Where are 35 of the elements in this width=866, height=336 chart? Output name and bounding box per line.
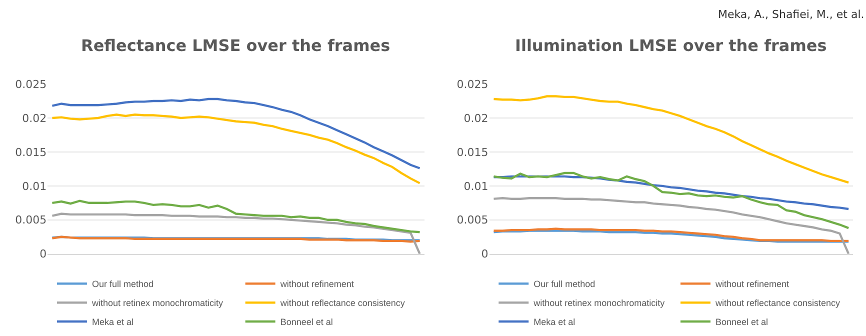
legend-label: without retinex monochromaticity [532,298,666,308]
legend-label: without refinement [279,279,354,290]
y-tick-label: 0.005 [15,214,47,227]
line-series [51,212,421,254]
legend-label: Bonneel et al [715,317,768,328]
y-tick-label: 0.01 [464,180,488,193]
y-tick-label: 0.025 [456,78,488,91]
y-tick-label: 0.005 [456,214,488,227]
legend-label: Our full method [92,279,154,290]
legend-label: without reflectance consistency [279,298,406,308]
line-series [492,197,850,254]
line-series [51,114,421,184]
y-tick-label: 0 [40,248,47,261]
legend-label: Our full method [534,279,596,290]
y-tick-label: 0.025 [15,78,47,91]
legend-label: without retinex monochromaticity [90,298,224,308]
line-series [492,175,850,210]
legend-label: Meka et al [534,317,576,328]
y-tick-label: 0.01 [22,180,47,193]
chart-title: Illumination LMSE over the frames [515,36,827,55]
legend-label: Meka et al [92,317,134,328]
line-series [51,200,421,234]
line-series [492,95,850,184]
legend-label: Bonneel et al [280,317,333,328]
legend-label: without reflectance consistency [714,298,841,308]
y-tick-label: 0.015 [15,146,47,159]
line-series [492,172,850,230]
text: Meka, A., Shafiei, M., et al. [718,8,864,21]
line-series [51,98,421,170]
legend-label: without refinement [714,279,790,290]
y-tick-label: 0 [481,248,488,261]
chart-title: Reflectance LMSE over the frames [81,36,390,55]
y-tick-label: 0.02 [22,112,47,125]
y-tick-label: 0.02 [464,112,488,125]
y-tick-label: 0.015 [456,146,488,159]
